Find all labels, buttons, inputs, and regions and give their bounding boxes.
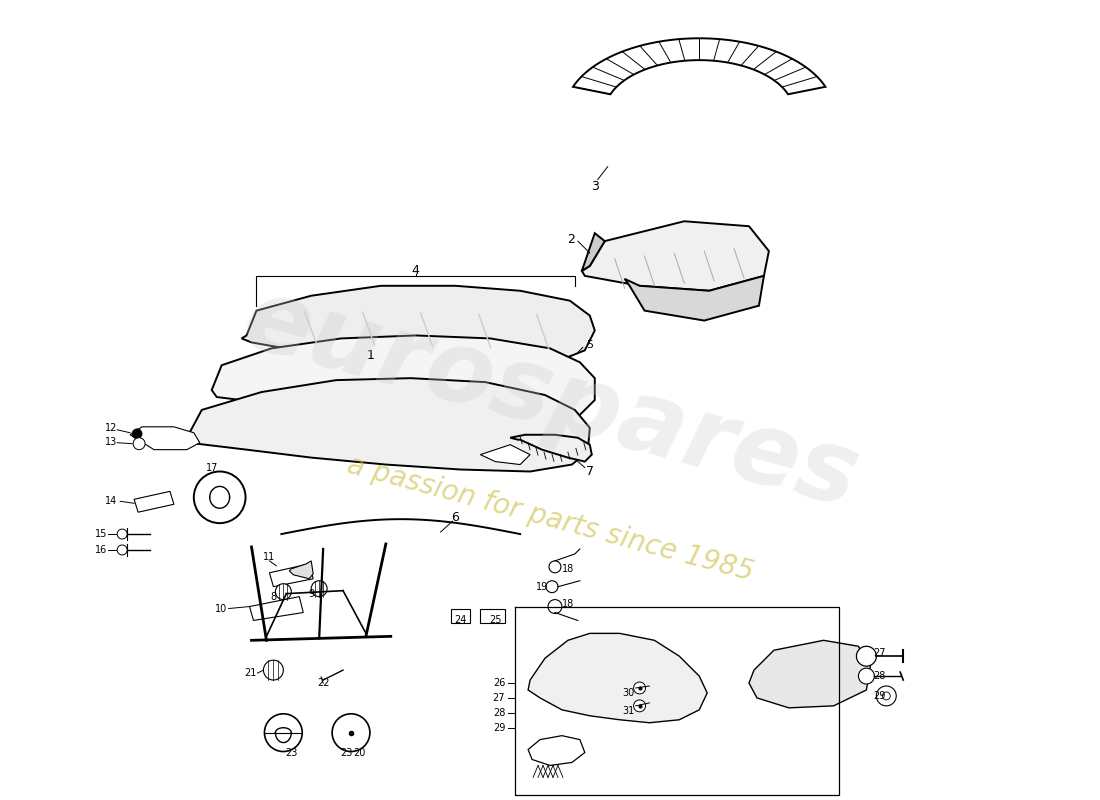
Text: 4: 4 [411,265,419,278]
Text: 23: 23 [285,747,297,758]
Circle shape [857,646,877,666]
Circle shape [264,714,303,751]
Text: 1: 1 [367,349,375,362]
Polygon shape [510,434,592,462]
Text: 14: 14 [104,496,118,506]
Circle shape [332,714,370,751]
Circle shape [882,692,890,700]
Polygon shape [130,427,200,450]
Polygon shape [134,491,174,512]
Text: 21: 21 [244,668,256,678]
Polygon shape [481,445,530,465]
Text: 3: 3 [591,180,598,193]
Text: 28: 28 [873,671,886,681]
Text: 19: 19 [536,582,548,592]
Circle shape [132,429,142,438]
Circle shape [118,545,128,555]
Text: 26: 26 [493,678,505,688]
Polygon shape [582,222,769,290]
Polygon shape [625,276,763,321]
Circle shape [118,529,128,539]
Text: 2: 2 [566,233,575,246]
Text: eurospares: eurospares [232,271,868,529]
Circle shape [311,581,327,597]
Text: 18: 18 [562,598,574,609]
Text: 9: 9 [308,589,315,598]
Text: 5: 5 [586,340,593,350]
Polygon shape [582,233,605,271]
Polygon shape [528,634,707,722]
Text: 16: 16 [95,545,107,555]
Polygon shape [749,640,870,708]
Text: 8: 8 [271,592,276,602]
Text: 7: 7 [586,465,594,478]
Ellipse shape [337,724,366,742]
Text: 13: 13 [104,437,118,446]
Text: 15: 15 [95,529,107,539]
Text: 12: 12 [104,423,118,433]
Circle shape [634,700,646,712]
Text: 10: 10 [216,603,228,614]
Text: 29: 29 [493,722,505,733]
Bar [481,609,505,623]
Text: 18: 18 [562,564,574,574]
Polygon shape [242,286,595,366]
Text: 27: 27 [493,693,505,703]
Text: 22: 22 [317,678,329,688]
Text: 29: 29 [873,691,886,701]
Text: 25: 25 [490,615,502,626]
Circle shape [194,471,245,523]
Circle shape [548,600,562,614]
Circle shape [275,584,292,600]
Polygon shape [528,736,585,766]
Text: a passion for parts since 1985: a passion for parts since 1985 [343,451,757,587]
Polygon shape [289,561,314,578]
Text: 17: 17 [206,462,218,473]
Text: 6: 6 [451,510,460,524]
Circle shape [264,660,284,680]
Bar [451,609,471,623]
Circle shape [634,682,646,694]
Text: 11: 11 [263,552,275,562]
Circle shape [858,668,874,684]
Polygon shape [573,38,825,94]
Polygon shape [270,564,314,586]
Text: 20: 20 [353,747,365,758]
Text: 28: 28 [493,708,505,718]
Text: 23: 23 [340,747,352,758]
Text: 31: 31 [623,706,635,716]
Polygon shape [187,378,590,471]
Polygon shape [250,597,304,621]
Circle shape [546,581,558,593]
Circle shape [133,438,145,450]
Text: 27: 27 [873,648,886,658]
Ellipse shape [340,728,362,738]
Text: 24: 24 [454,615,466,626]
Polygon shape [211,335,595,422]
Text: 30: 30 [623,688,635,698]
Circle shape [877,686,896,706]
Circle shape [549,561,561,573]
